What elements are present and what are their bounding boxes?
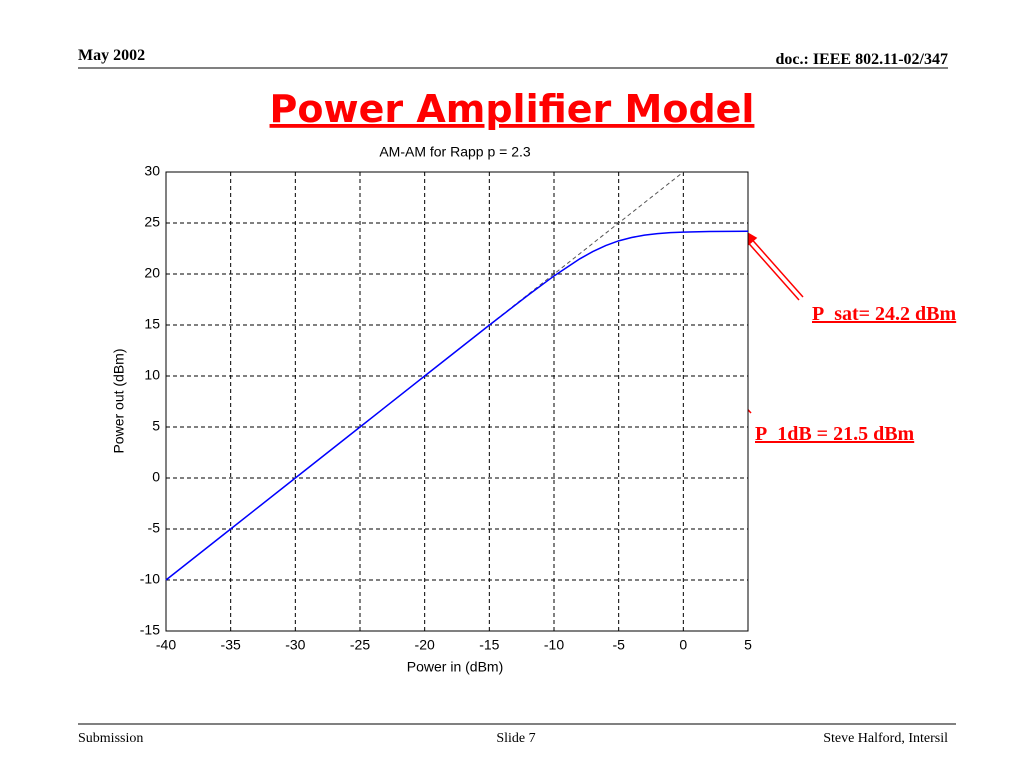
chart-title: AM-AM for Rapp p = 2.3 — [379, 144, 531, 160]
annotation: P_1dB = 21.5 dBm — [755, 423, 915, 445]
annotation: P_sat= 24.2 dBm — [812, 303, 957, 325]
y-axis-label: Power out (dBm) — [111, 348, 127, 453]
y-tick-label: 5 — [152, 418, 160, 434]
y-tick-label: 25 — [144, 214, 160, 230]
x-tick-label: -15 — [479, 637, 499, 653]
y-tick-label: -10 — [140, 571, 160, 587]
x-tick-label: -5 — [612, 637, 625, 653]
x-tick-label: 5 — [744, 637, 752, 653]
x-tick-label: -20 — [415, 637, 435, 653]
x-tick-label: -35 — [221, 637, 241, 653]
y-tick-label: 30 — [144, 163, 160, 179]
x-axis-label: Power in (dBm) — [407, 659, 503, 675]
footer-left: Submission — [78, 731, 143, 746]
plot-frame — [165, 171, 749, 632]
y-tick-label: -15 — [140, 622, 160, 638]
x-tick-label: -30 — [285, 637, 305, 653]
y-tick-label: -5 — [148, 520, 161, 536]
y-tick-label: 10 — [144, 367, 160, 383]
slide-title: Power Amplifier Model — [270, 87, 755, 131]
date: May 2002 — [78, 47, 145, 64]
y-tick-label: 20 — [144, 265, 160, 281]
x-tick-label: -10 — [544, 637, 564, 653]
doc-id: doc.: IEEE 802.11-02/347 — [776, 51, 948, 68]
x-tick-label: -25 — [350, 637, 370, 653]
series-line — [165, 230, 749, 581]
footer-center: Slide 7 — [496, 731, 535, 746]
plot-area — [166, 172, 748, 631]
y-tick-label: 15 — [144, 316, 160, 332]
footer-right: Steve Halford, Intersil — [823, 731, 948, 746]
x-tick-label: 0 — [679, 637, 687, 653]
y-tick-label: 0 — [152, 469, 160, 485]
x-tick-label: -40 — [156, 637, 176, 653]
